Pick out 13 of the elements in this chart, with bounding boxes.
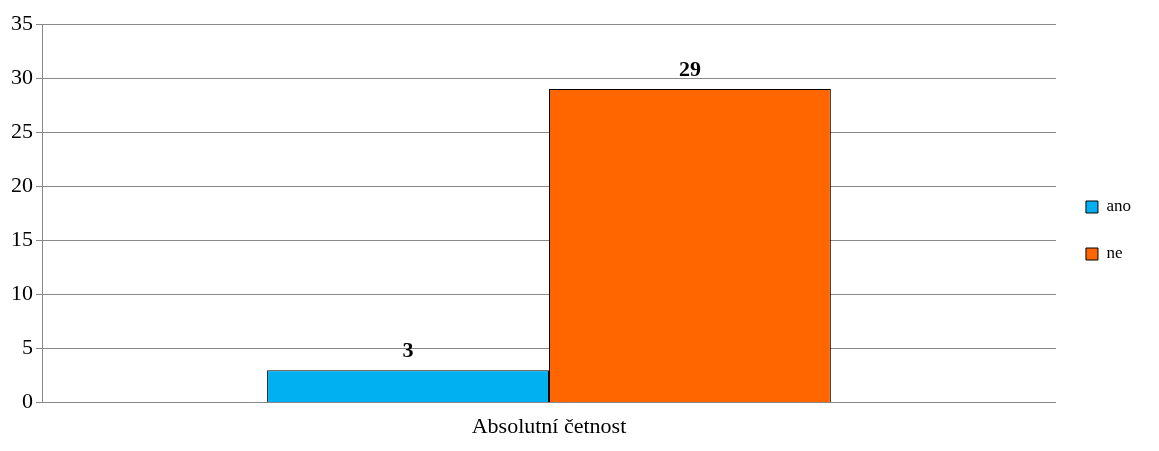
y-tick-label: 35 xyxy=(11,9,33,35)
x-tick-label: Absolutní četnost xyxy=(471,412,627,438)
y-tick-label: 0 xyxy=(22,388,33,414)
y-tick-label: 30 xyxy=(11,64,33,90)
y-tick-label: 20 xyxy=(11,172,33,198)
y-tick-label: 25 xyxy=(11,118,33,144)
y-tick-label: 15 xyxy=(11,226,33,252)
y-tick-label: 5 xyxy=(22,334,33,360)
legend-label: ano xyxy=(1106,196,1131,216)
data-label: 29 xyxy=(678,55,701,81)
data-label: 3 xyxy=(402,336,414,362)
y-tick-label: 10 xyxy=(11,280,33,306)
legend-label: ne xyxy=(1106,243,1123,263)
